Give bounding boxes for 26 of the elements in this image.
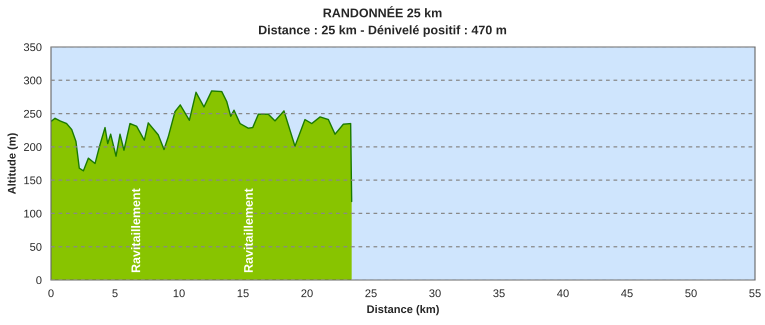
y-tick-label: 0 — [36, 276, 42, 284]
x-tick-label: 50 — [685, 289, 697, 298]
x-tick-label: 15 — [238, 289, 249, 298]
y-tick-label: 100 — [24, 210, 42, 218]
x-tick-label: 55 — [749, 289, 761, 298]
x-tick-label: 45 — [621, 289, 633, 298]
y-tick-label: 250 — [24, 110, 42, 118]
y-axis-title: Altitude (m) — [8, 133, 18, 194]
x-tick-label: 0 — [48, 289, 54, 298]
chart-subtitle: Distance : 25 km - Dénivelé positif : 470 m — [258, 25, 506, 37]
x-tick-label: 20 — [301, 289, 313, 298]
annotation: Ravitaillement — [131, 188, 140, 272]
y-tick-label: 150 — [24, 176, 42, 184]
annotation: Ravitaillement — [244, 188, 253, 272]
x-tick-label: 10 — [174, 289, 185, 298]
x-tick-label: 35 — [493, 289, 505, 298]
x-axis-title: Distance (km) — [367, 304, 439, 316]
x-tick-label: 30 — [429, 289, 441, 298]
x-tick-label: 5 — [112, 289, 118, 298]
y-tick-label: 300 — [24, 76, 42, 84]
chart-title: RANDONNÉE 25 km — [324, 6, 442, 18]
x-tick-label: 40 — [557, 289, 569, 298]
y-tick-label: 50 — [30, 242, 42, 251]
y-tick-label: 350 — [24, 43, 42, 52]
y-tick-label: 200 — [24, 143, 42, 151]
x-tick-label: 25 — [365, 289, 377, 298]
